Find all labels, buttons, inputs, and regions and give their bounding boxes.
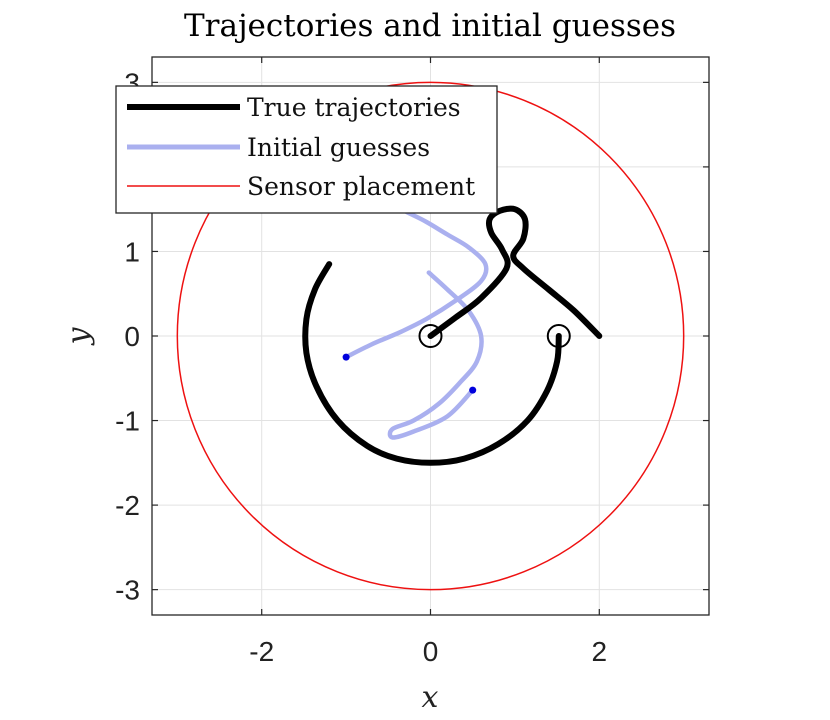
x-tick-label-1: 0 bbox=[423, 636, 439, 667]
x-axis-label: x bbox=[422, 680, 439, 715]
ticks: -202-3-2-10123 bbox=[115, 57, 709, 667]
true-trajectory-line-1 bbox=[302, 261, 562, 466]
y-axis-label: y bbox=[61, 326, 96, 346]
legend-label-initial-guesses: Initial guesses bbox=[247, 133, 430, 162]
y-tick-label-3: 0 bbox=[124, 321, 140, 352]
true-trajectory-line-2 bbox=[427, 205, 603, 339]
initial-guess-endpoint-2 bbox=[469, 386, 477, 394]
legend-label-sensor-placement: Sensor placement bbox=[247, 172, 475, 201]
chart-title: Trajectories and initial guesses bbox=[184, 8, 676, 44]
y-tick-label-0: -3 bbox=[115, 575, 140, 606]
legend-label-true-trajectories: True trajectories bbox=[247, 93, 461, 122]
true-trajectory-start-marker-2 bbox=[418, 324, 443, 348]
sensor-placement-circle bbox=[176, 81, 685, 591]
series-group bbox=[176, 81, 685, 591]
y-tick-label-2: -1 bbox=[115, 406, 140, 437]
true-trajectory-start-marker-1 bbox=[546, 324, 571, 348]
x-tick-label-0: -2 bbox=[249, 636, 274, 667]
legend: True trajectories Initial guesses Sensor… bbox=[115, 85, 498, 214]
initial-guess-endpoint-1 bbox=[342, 353, 350, 361]
y-tick-label-1: -2 bbox=[115, 490, 140, 521]
x-tick-label-2: 2 bbox=[591, 636, 607, 667]
y-tick-label-4: 1 bbox=[124, 236, 140, 267]
